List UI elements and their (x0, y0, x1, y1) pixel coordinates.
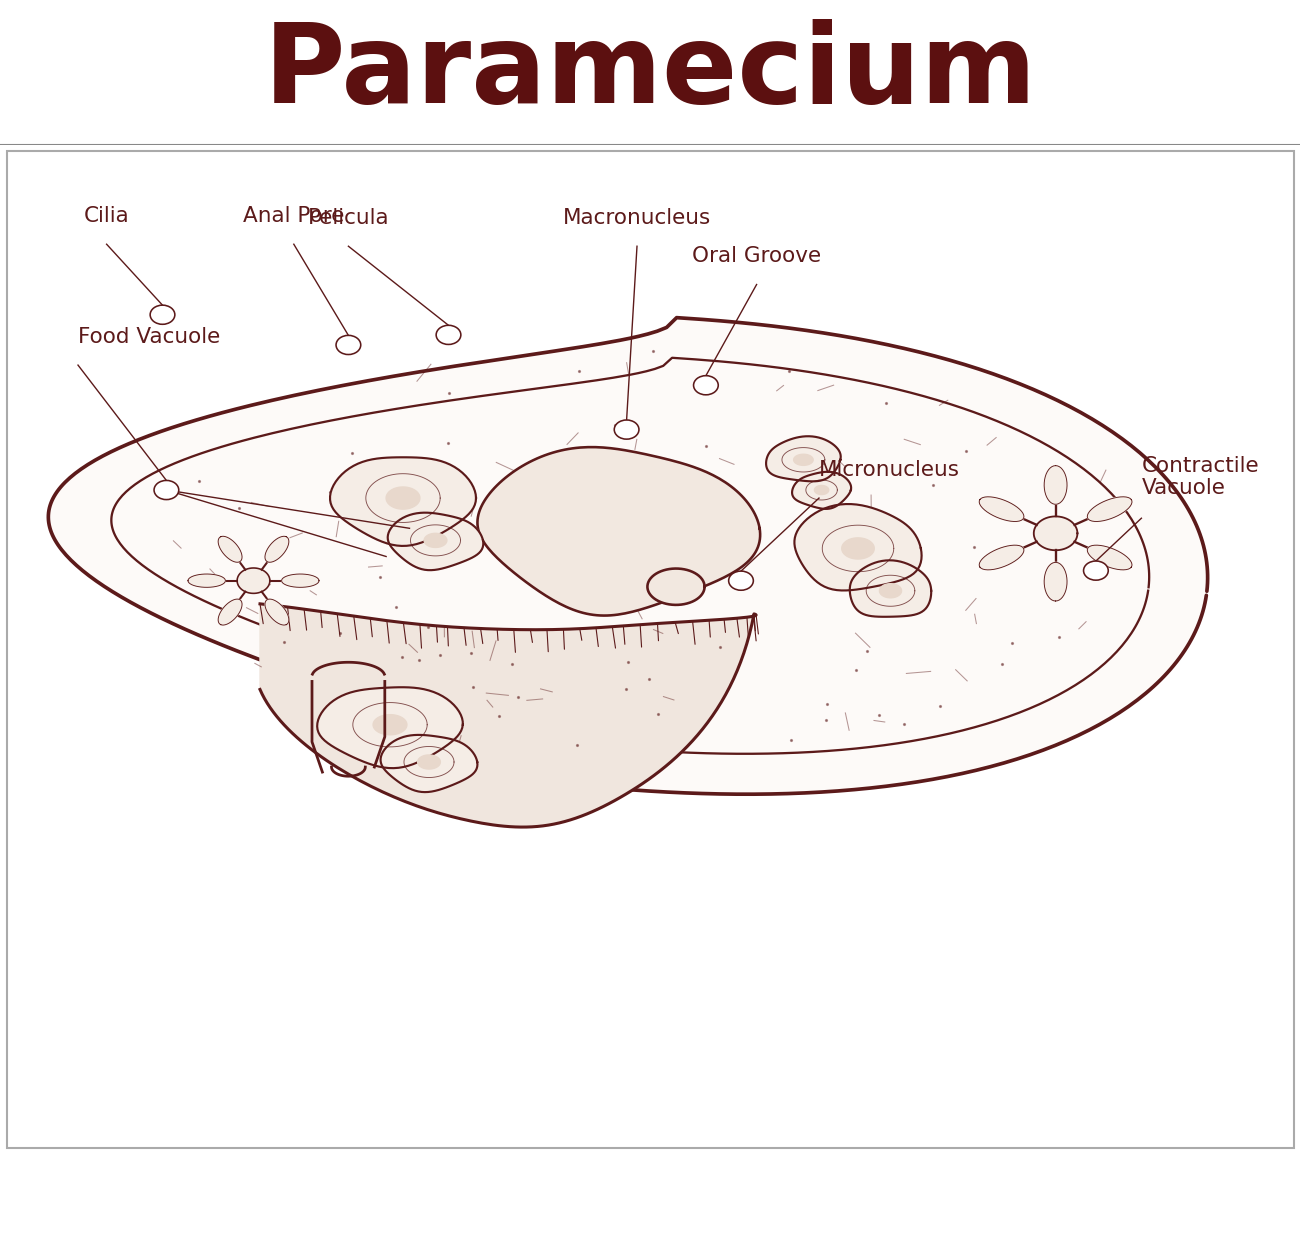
Text: Food Vacuole: Food Vacuole (78, 327, 220, 346)
Circle shape (728, 571, 753, 591)
Polygon shape (880, 583, 902, 598)
Polygon shape (792, 472, 852, 509)
Polygon shape (381, 735, 477, 792)
Circle shape (151, 305, 174, 324)
Polygon shape (265, 599, 289, 625)
Polygon shape (979, 545, 1024, 570)
Polygon shape (317, 687, 463, 768)
Polygon shape (794, 454, 814, 465)
Text: Micronucleus: Micronucleus (819, 460, 959, 480)
Polygon shape (477, 448, 760, 615)
Polygon shape (424, 534, 447, 547)
Polygon shape (1044, 562, 1067, 600)
Circle shape (614, 420, 640, 439)
Polygon shape (330, 457, 476, 546)
Polygon shape (260, 604, 757, 827)
Polygon shape (387, 513, 484, 570)
Circle shape (335, 335, 361, 355)
Polygon shape (979, 497, 1024, 522)
Polygon shape (1034, 517, 1078, 550)
Circle shape (436, 326, 460, 344)
Circle shape (1084, 561, 1108, 581)
Text: www.alamy.com: www.alamy.com (1136, 1202, 1248, 1216)
Polygon shape (417, 755, 441, 769)
Text: Oral Groove: Oral Groove (692, 247, 822, 266)
Text: Cilia: Cilia (83, 206, 130, 226)
Text: Anal Pore: Anal Pore (243, 206, 344, 226)
Polygon shape (1087, 497, 1132, 522)
Text: Contractile
Vacuole: Contractile Vacuole (1141, 456, 1258, 498)
Polygon shape (647, 568, 705, 605)
Polygon shape (1087, 545, 1132, 570)
Text: Macronucleus: Macronucleus (563, 208, 711, 228)
Polygon shape (815, 486, 829, 494)
Polygon shape (188, 575, 225, 587)
Polygon shape (218, 599, 242, 625)
Text: Image ID: M1X7JG: Image ID: M1X7JG (1122, 1176, 1248, 1190)
Text: Paramecium: Paramecium (264, 20, 1036, 126)
Polygon shape (373, 715, 407, 735)
Polygon shape (218, 536, 242, 562)
Polygon shape (1044, 466, 1067, 504)
Polygon shape (386, 487, 420, 509)
Circle shape (155, 481, 179, 499)
Polygon shape (850, 560, 931, 616)
Polygon shape (766, 436, 841, 481)
Polygon shape (842, 538, 874, 559)
Polygon shape (282, 575, 318, 587)
Text: Pelicula: Pelicula (308, 208, 389, 228)
Polygon shape (794, 504, 922, 591)
Polygon shape (48, 318, 1208, 794)
Text: alamy: alamy (52, 1179, 146, 1207)
Polygon shape (237, 568, 270, 593)
Polygon shape (265, 536, 289, 562)
Circle shape (694, 376, 719, 395)
